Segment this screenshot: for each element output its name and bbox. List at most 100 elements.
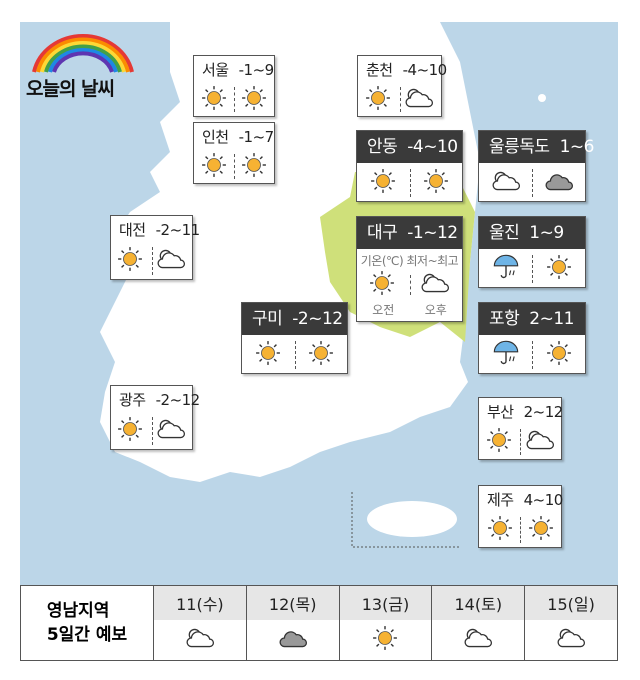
forecast-day: 13(금) [339, 586, 433, 660]
city-title: 제주 4~10 [479, 486, 564, 511]
temp-legend: 기온(℃) 최저~최고 [360, 254, 459, 268]
city-name: 울릉독도 [489, 137, 550, 157]
forecast-day: 12(목) [246, 586, 340, 660]
forecast-day-label: 12(목) [246, 586, 339, 620]
city-title: 인천 -1~7 [194, 123, 274, 148]
forecast-day: 14(토) [432, 586, 526, 660]
forecast-day-label: 14(토) [432, 586, 525, 620]
city-temp: -2~12 [292, 309, 343, 329]
cloud-icon [463, 625, 493, 655]
umbrella-rain-icon [492, 253, 520, 285]
city-title: 안동 -4~10 [357, 131, 462, 163]
city-temp: 1~6 [559, 137, 595, 157]
city-title: 구미 -2~12 [242, 303, 347, 335]
sun-icon [117, 416, 143, 446]
sun-icon [528, 515, 554, 545]
sun-icon [487, 515, 513, 545]
city-title: 춘천 -4~10 [358, 56, 447, 81]
sun-icon [255, 340, 281, 370]
sun-icon [201, 152, 227, 182]
sun-icon [369, 270, 395, 300]
city-title: 대구 -1~12 [357, 217, 462, 249]
cloud-icon [525, 427, 555, 457]
forecast-label-line1: 영남지역 [46, 601, 110, 621]
city-name: 제주 [487, 491, 514, 509]
city-card: 춘천 -4~10 [357, 55, 447, 117]
city-name: 대전 [119, 221, 146, 239]
cloud-icon [404, 85, 434, 115]
city-card: 울진 1~9 [478, 216, 586, 288]
cloud-icon [556, 625, 586, 655]
sun-icon [546, 340, 572, 370]
city-name: 서울 [202, 61, 229, 79]
am-label: 오전 [372, 303, 395, 317]
city-card: 서울 -1~9 [193, 55, 275, 117]
forecast-day: 11(수) [154, 586, 247, 660]
forecast-day-label: 13(금) [339, 586, 432, 620]
cloud-icon [156, 416, 186, 446]
forecast-table: 영남지역 5일간 예보 11(수) 12(목) 13(금) 14(토) 15(일) [20, 585, 618, 661]
cloud-icon [185, 625, 215, 655]
cloud-gray-icon [544, 168, 574, 198]
city-title: 광주 -2~12 [111, 386, 200, 411]
city-name: 인천 [202, 128, 229, 146]
cloud-gray-icon [278, 625, 308, 655]
forecast-day: 15(일) [525, 586, 617, 660]
forecast-day-label: 11(수) [154, 586, 246, 620]
city-name: 광주 [119, 391, 146, 409]
sun-icon [241, 152, 267, 182]
city-card: 포항 2~11 [478, 302, 586, 374]
pm-label: 오후 [424, 303, 447, 317]
city-temp: -2~11 [155, 221, 201, 239]
forecast-label: 영남지역 5일간 예보 [21, 586, 154, 660]
city-card: 구미 -2~12 [241, 302, 348, 374]
forecast-label-line2: 5일간 예보 [46, 625, 128, 645]
sun-icon [201, 85, 227, 115]
city-card: 제주 4~10 [478, 485, 564, 548]
city-card: 울릉독도 1~6 [478, 130, 594, 202]
city-name: 안동 [367, 137, 398, 157]
city-title: 부산 2~12 [479, 398, 564, 423]
city-temp: 4~10 [523, 491, 564, 509]
city-title: 대전 -2~11 [111, 216, 200, 241]
city-card: 안동 -4~10 [356, 130, 463, 202]
sun-icon [370, 168, 396, 198]
city-name: 울진 [489, 223, 520, 243]
city-card: 대전 -2~11 [110, 215, 200, 280]
umbrella-rain-icon [492, 339, 520, 371]
sun-icon [546, 254, 572, 284]
sun-icon [365, 85, 391, 115]
city-temp: 2~11 [529, 309, 574, 329]
city-name: 부산 [487, 403, 514, 421]
sun-icon [308, 340, 334, 370]
city-card: 광주 -2~12 [110, 385, 200, 450]
page-title: 오늘의 날씨 [26, 78, 115, 100]
city-temp: -4~10 [407, 137, 458, 157]
city-card: 인천 -1~7 [193, 122, 275, 184]
forecast-day-label: 15(일) [525, 586, 617, 620]
city-name: 포항 [489, 309, 520, 329]
city-temp: -1~9 [238, 61, 275, 79]
city-temp: -1~7 [238, 128, 275, 146]
city-temp: 1~9 [529, 223, 564, 243]
city-title: 서울 -1~9 [194, 56, 274, 81]
city-temp: -1~12 [407, 223, 458, 243]
city-name: 춘천 [366, 61, 393, 79]
rainbow-logo [32, 33, 134, 73]
city-temp: -4~10 [402, 61, 448, 79]
city-title: 포항 2~11 [479, 303, 585, 335]
city-title: 울릉독도 1~6 [479, 131, 594, 163]
city-card: 부산 2~12 [478, 397, 564, 460]
sun-icon [117, 246, 143, 276]
cloud-icon [156, 246, 186, 276]
sun-icon [486, 427, 512, 457]
sun-icon [241, 85, 267, 115]
city-temp: 2~12 [523, 403, 564, 421]
sun-icon [423, 168, 449, 198]
city-title: 울진 1~9 [479, 217, 585, 249]
sun-icon [372, 625, 398, 655]
city-name: 구미 [252, 309, 283, 329]
city-name: 대구 [367, 223, 398, 243]
cloud-icon [420, 270, 450, 300]
